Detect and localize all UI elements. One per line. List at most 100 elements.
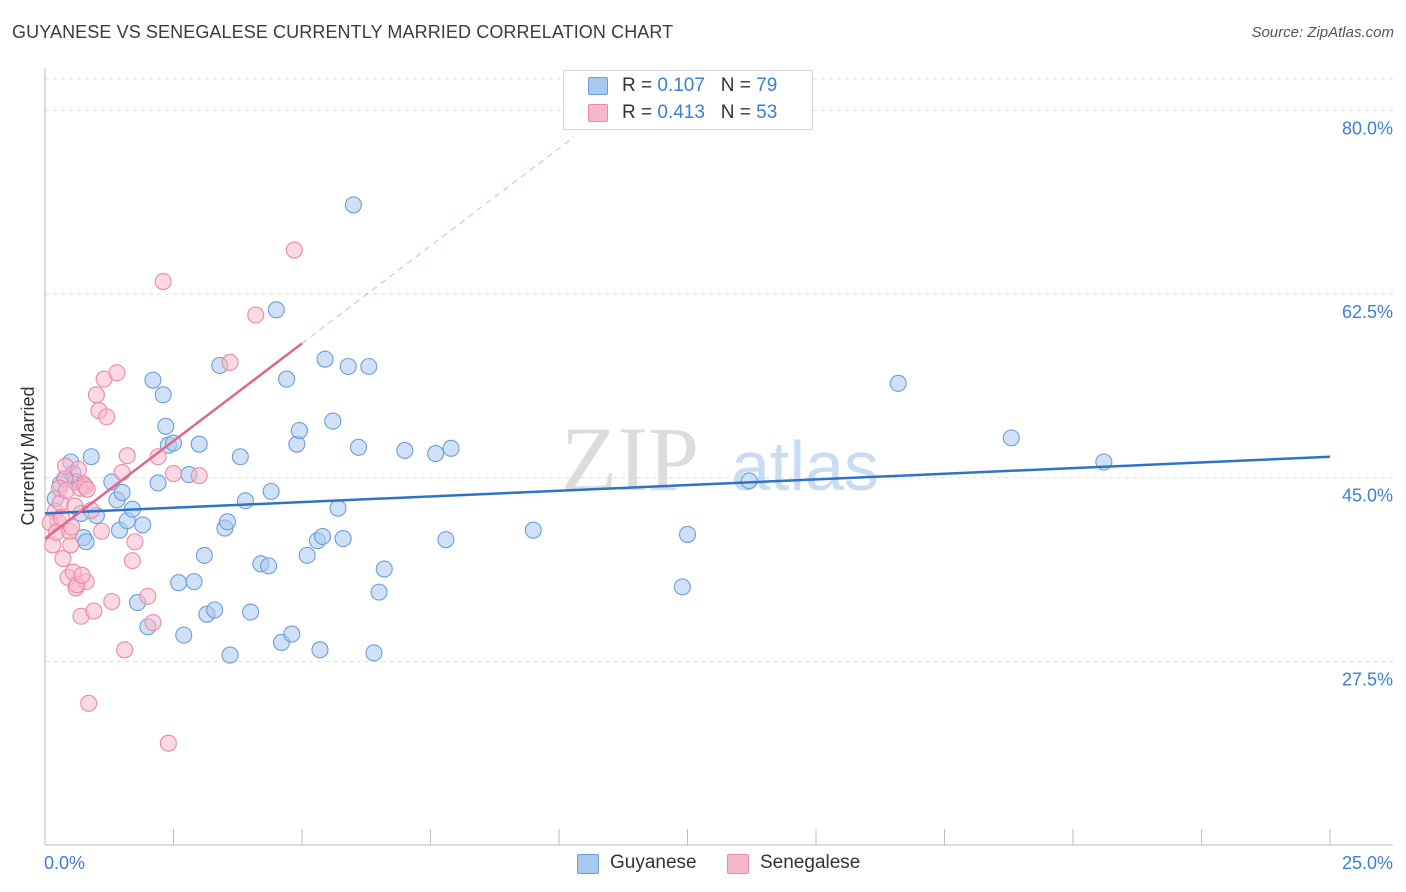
senegalese-legend-label: Senegalese	[760, 852, 861, 873]
senegalese-point	[149, 448, 167, 466]
guyanese-point	[77, 533, 95, 551]
senegalese-points	[41, 241, 303, 752]
guyanese-point	[311, 641, 329, 659]
guyanese-point	[82, 448, 100, 466]
guyanese-point	[524, 521, 542, 539]
senegalese-point	[80, 694, 98, 712]
senegalese-point	[139, 587, 157, 605]
senegalese-point	[123, 552, 141, 570]
guyanese-point	[437, 531, 455, 549]
guyanese-point	[278, 370, 296, 388]
senegalese-point	[92, 522, 111, 540]
guyanese-point	[185, 573, 203, 591]
guyanese-point	[316, 350, 334, 368]
guyanese-point	[154, 386, 172, 404]
x-tick-label: 0.0%	[44, 853, 85, 873]
senegalese-point	[154, 272, 172, 291]
guyanese-point	[339, 357, 357, 376]
senegalese-point	[285, 241, 303, 259]
stats-legend: R = 0.107 N = 79 R = 0.413 N = 53	[563, 70, 813, 130]
senegalese-point	[221, 353, 239, 371]
guyanese-point	[673, 578, 691, 596]
y-tick-label: 45.0%	[1342, 486, 1393, 506]
guyanese-point	[175, 626, 193, 644]
guyanese-n-value: 79	[756, 75, 778, 96]
guyanese-point	[396, 441, 414, 460]
guyanese-point	[218, 513, 237, 531]
y-tick-label: 27.5%	[1342, 669, 1393, 689]
senegalese-point	[103, 593, 121, 611]
guyanese-point	[290, 421, 308, 440]
senegalese-point	[247, 306, 265, 324]
watermark-atlas: atlas	[731, 427, 879, 505]
senegalese-swatch	[588, 104, 608, 122]
watermark: ZIP atlas	[561, 408, 879, 510]
guyanese-point	[231, 448, 249, 466]
x-tick-label: 25.0%	[1342, 853, 1393, 873]
senegalese-point	[113, 463, 131, 482]
senegalese-n-value: 53	[756, 102, 778, 123]
senegalese-point	[66, 497, 84, 515]
senegalese-point	[159, 734, 177, 752]
guyanese-point	[334, 530, 352, 548]
guyanese-point	[442, 439, 460, 457]
guyanese-point	[365, 644, 383, 662]
senegalese-point	[69, 460, 87, 478]
senegalese-r-value: 0.413	[657, 102, 705, 123]
guyanese-swatch	[588, 77, 608, 95]
senegalese-trend-line	[44, 342, 303, 540]
source-label: Source: ZipAtlas.com	[1251, 24, 1394, 41]
guyanese-point	[360, 357, 378, 376]
guyanese-point	[113, 483, 131, 501]
senegalese-point	[118, 447, 136, 465]
axes	[44, 68, 1393, 846]
guyanese-r-value: 0.107	[657, 75, 705, 96]
senegalese-point	[87, 386, 105, 404]
guyanese-point	[170, 574, 188, 592]
guyanese-point	[283, 625, 301, 643]
guyanese-point	[678, 525, 697, 543]
guyanese-point	[190, 435, 208, 453]
senegalese-point	[144, 613, 162, 632]
guyanese-point	[1002, 429, 1020, 447]
guyanese-point	[157, 417, 175, 435]
senegalese-point	[164, 464, 183, 483]
r-label: R =	[622, 102, 658, 123]
guyanese-point	[370, 583, 388, 601]
senegalese-point	[126, 533, 144, 551]
senegalese-point	[108, 364, 126, 382]
senegalese-legend-swatch	[727, 854, 749, 874]
guyanese-point	[349, 438, 368, 456]
guyanese-point	[242, 603, 260, 621]
guyanese-legend-label: Guyanese	[610, 852, 697, 873]
senegalese-point	[78, 480, 96, 498]
senegalese-point	[85, 602, 103, 620]
tick-labels: 27.5% 45.0% 62.5% 80.0% 0.0% 25.0%	[44, 118, 1393, 873]
senegalese-point	[98, 408, 116, 426]
chart-title: GUYANESE VS SENEGALESE CURRENTLY MARRIED…	[12, 22, 674, 42]
n-label: N =	[720, 75, 757, 96]
guyanese-point	[236, 492, 255, 510]
guyanese-point	[344, 196, 362, 214]
guyanese-point	[329, 499, 347, 517]
guyanese-point	[375, 560, 393, 578]
guyanese-legend-swatch	[577, 854, 599, 874]
guyanese-point	[262, 482, 280, 500]
trend-lines	[44, 136, 1331, 540]
guyanese-point	[298, 546, 316, 564]
r-label: R =	[622, 75, 658, 96]
guyanese-point	[260, 557, 278, 575]
y-axis-label: Currently Married	[18, 386, 38, 525]
senegalese-point	[190, 467, 208, 485]
watermark-zip: ZIP	[561, 408, 699, 510]
guyanese-point	[149, 474, 167, 492]
guyanese-trend-line	[44, 455, 1331, 515]
n-label: N =	[720, 102, 757, 123]
guyanese-point	[195, 546, 213, 564]
guyanese-point	[267, 301, 285, 319]
guyanese-point	[427, 445, 445, 463]
y-tick-label: 62.5%	[1342, 302, 1393, 322]
grid-lines	[45, 78, 1393, 662]
y-tick-label: 80.0%	[1342, 118, 1393, 138]
